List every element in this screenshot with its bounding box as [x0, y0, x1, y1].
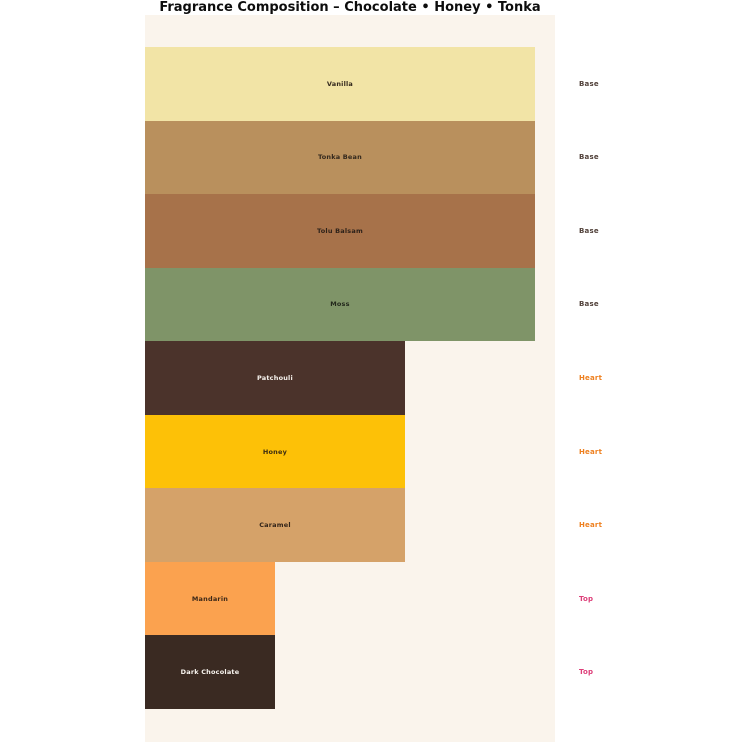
bar-tolu-balsam: Tolu Balsam [145, 194, 535, 268]
bar-moss: Moss [145, 267, 535, 342]
bar-patchouli: Patchouli [145, 341, 405, 415]
bar-label: Patchouli [257, 373, 293, 382]
tier-label: Heart [579, 447, 603, 456]
bar-honey: Honey [145, 414, 405, 489]
chart-title: Fragrance Composition – Chocolate • Hone… [159, 0, 541, 15]
tier-label: Top [579, 668, 594, 677]
bar-label: Moss [330, 300, 350, 309]
bar-label: Tonka Bean [317, 153, 362, 162]
tier-label: Base [579, 226, 599, 235]
bar-vanilla: Vanilla [145, 47, 535, 121]
bar-dark-chocolate: Dark Chocolate [145, 635, 275, 709]
tier-label: Base [579, 79, 599, 88]
bar-mandarin: Mandarin [145, 561, 275, 636]
bar-caramel: Caramel [145, 488, 405, 562]
tier-label: Top [579, 594, 594, 603]
bar-label: Caramel [259, 521, 291, 530]
bar-label: Dark Chocolate [180, 668, 240, 677]
tier-label: Heart [579, 521, 603, 530]
tier-label: Base [579, 300, 599, 309]
plot-area: Vanilla Tonka Bean Tolu Balsam Moss Patchoul… [145, 15, 555, 742]
bar-label: Tolu Balsam [316, 226, 363, 235]
tier-label: Base [579, 153, 599, 162]
tier-label: Heart [579, 373, 603, 382]
bar-tonka-bean: Tonka Bean [145, 120, 535, 195]
bar-label: Mandarin [191, 594, 229, 603]
bar-label: Honey [262, 447, 288, 456]
bar-label: Vanilla [326, 79, 354, 88]
